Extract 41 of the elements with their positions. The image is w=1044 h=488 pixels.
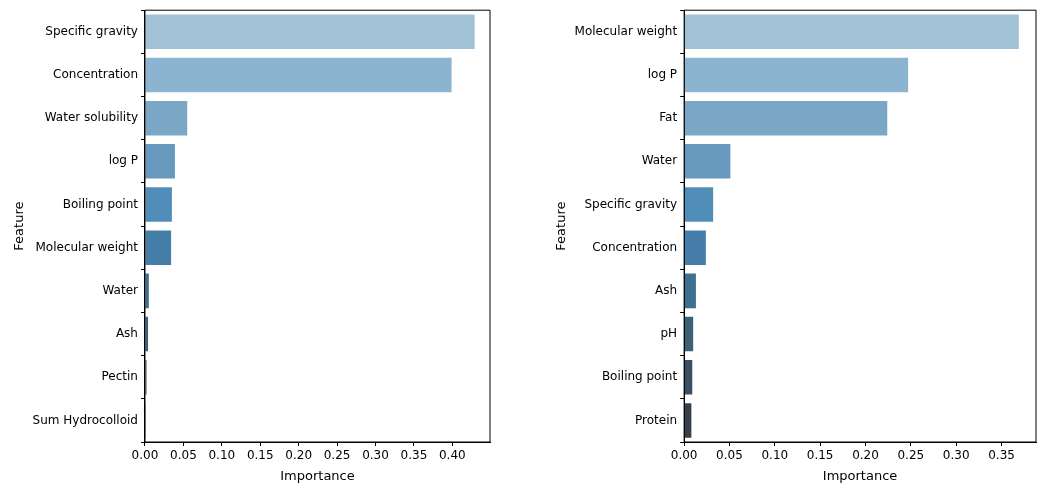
y-tick-label: log P xyxy=(647,67,678,82)
y-tick-label: Specific gravity xyxy=(584,196,678,211)
x-tick-label: 0.05 xyxy=(716,448,743,463)
y-axis-title: Feature xyxy=(11,201,27,251)
y-tick-label: Molecular weight xyxy=(574,23,678,38)
x-tick-label: 0.30 xyxy=(362,448,389,463)
y-tick-label: Pectin xyxy=(101,369,138,384)
x-tick-label: 0.35 xyxy=(400,448,428,463)
x-tick-label: 0.05 xyxy=(170,448,197,463)
x-axis-title: Importance xyxy=(822,467,898,483)
x-tick-label: 0.00 xyxy=(131,448,159,463)
y-axis-title: Feature xyxy=(553,201,569,251)
x-tick-label: 0.00 xyxy=(670,448,698,463)
y-tick-label: Specific gravity xyxy=(45,23,138,38)
y-tick-label: Protein xyxy=(635,412,678,427)
y-tick-label: Concentration xyxy=(592,239,678,254)
x-tick-label: 0.25 xyxy=(323,448,351,463)
y-tick-label: Boiling point xyxy=(62,196,139,211)
y-tick-label: Sum Hydrocolloid xyxy=(32,412,138,427)
x-axis-title: Importance xyxy=(280,467,355,483)
x-tick-label: 0.30 xyxy=(942,448,970,463)
y-tick-label: Ash xyxy=(655,282,678,297)
x-tick-label: 0.15 xyxy=(246,448,274,463)
y-tick-label: Water solubility xyxy=(44,110,138,125)
x-tick-label: 0.10 xyxy=(761,448,789,463)
x-tick-label: 0.15 xyxy=(806,448,834,463)
y-tick-label: Concentration xyxy=(53,67,138,82)
y-tick-label: pH xyxy=(660,326,678,341)
y-tick-label: Ash xyxy=(115,326,138,341)
y-tick-label: Water xyxy=(102,282,139,297)
x-tick-label: 0.25 xyxy=(897,448,925,463)
y-tick-label: Fat xyxy=(659,110,678,125)
x-tick-label: 0.40 xyxy=(438,448,466,463)
y-tick-label: Molecular weight xyxy=(35,239,139,254)
x-tick-label: 0.10 xyxy=(208,448,236,463)
x-tick-label: 0.20 xyxy=(285,448,313,463)
x-tick-label: 0.35 xyxy=(988,448,1015,463)
y-tick-label: Water xyxy=(641,153,678,168)
y-tick-label: Boiling point xyxy=(601,369,678,384)
y-tick-label: log P xyxy=(108,153,138,168)
x-tick-label: 0.20 xyxy=(852,448,879,463)
